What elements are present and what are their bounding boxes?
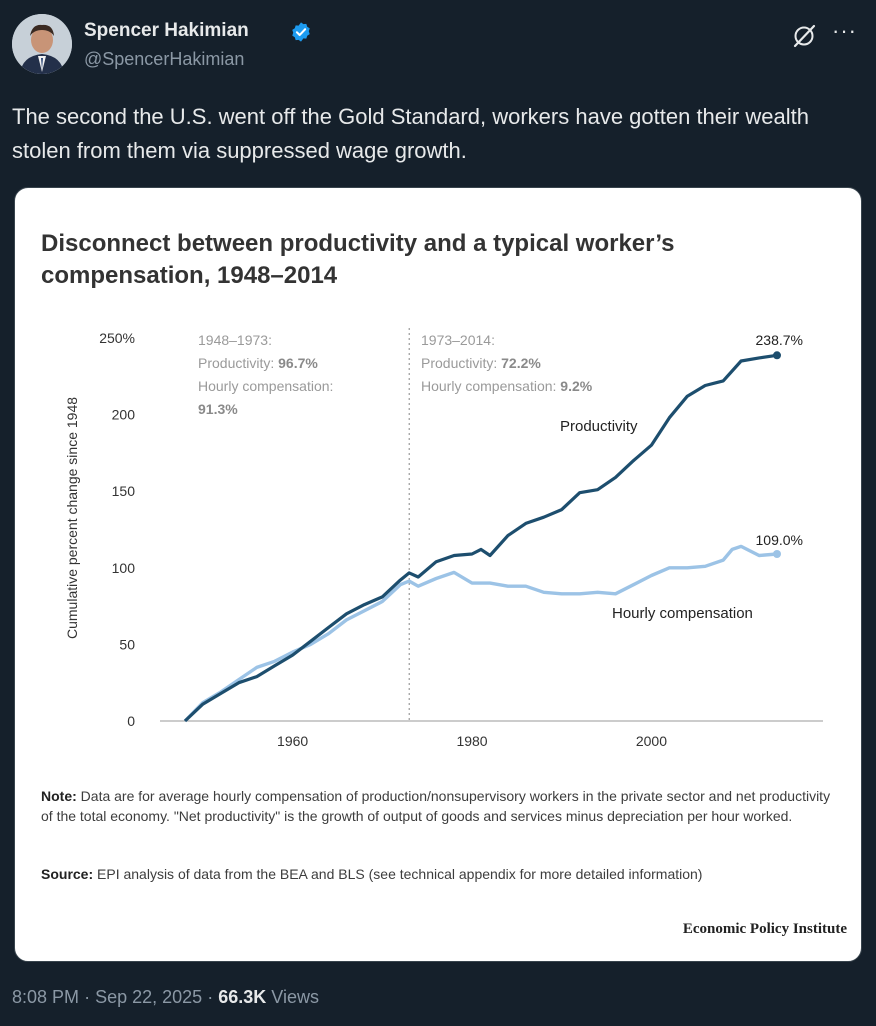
more-options-icon[interactable]: ···: [832, 18, 857, 43]
y-tick-label: 200: [112, 407, 136, 423]
chart-source: Source: EPI analysis of data from the BE…: [41, 866, 703, 882]
period1-compensation-label: Hourly compensation:: [198, 378, 333, 394]
y-tick-label: 100: [112, 560, 136, 576]
author-handle[interactable]: @SpencerHakimian: [84, 49, 245, 69]
period1-annotation: 1948–1973: Productivity: 96.7% Hourly co…: [198, 332, 333, 417]
y-axis-label: Cumulative percent change since 1948: [64, 397, 80, 639]
tweet-metadata: 8:08 PM · Sep 22, 2025 · 66.3K Views: [12, 987, 319, 1008]
tweet-time[interactable]: 8:08 PM: [12, 987, 80, 1007]
period2-productivity: Productivity: 72.2%: [421, 355, 541, 371]
period1-compensation-value: 91.3%: [198, 401, 238, 417]
productivity-end-label: 238.7%: [756, 332, 803, 348]
y-tick-label: 150: [112, 483, 136, 499]
period2-compensation: Hourly compensation: 9.2%: [421, 378, 593, 394]
x-tick-label: 2000: [636, 733, 667, 749]
compensation-line: [183, 544, 778, 723]
chart-note: Note: Data are for average hourly compen…: [41, 788, 831, 824]
tweet-date[interactable]: Sep 22, 2025: [95, 987, 203, 1007]
period1-productivity: Productivity: 96.7%: [198, 355, 318, 371]
period2-title: 1973–2014:: [421, 332, 495, 348]
separator: ·: [207, 987, 214, 1007]
chart-title: Disconnect between productivity and a ty…: [41, 230, 675, 289]
views-label: Views: [271, 987, 319, 1007]
y-tick-label: 0: [127, 713, 135, 729]
compensation-end-point: [773, 550, 781, 559]
y-tick-label: 250%: [99, 330, 135, 346]
avatar-image: [12, 14, 72, 74]
period2-annotation: 1973–2014: Productivity: 72.2% Hourly co…: [421, 332, 593, 394]
productivity-end-point: [773, 351, 781, 360]
tweet-media-image[interactable]: Disconnect between productivity and a ty…: [14, 187, 862, 962]
publisher-logo: Economic Policy Institute: [682, 921, 847, 937]
productivity-series-label: Productivity: [560, 418, 638, 435]
grok-icon[interactable]: [792, 22, 818, 48]
views-count: 66.3K: [218, 987, 267, 1007]
productivity-line: [183, 353, 778, 723]
verified-badge-icon: [292, 22, 310, 42]
author-name[interactable]: Spencer Hakimian: [84, 20, 249, 41]
x-tick-label: 1960: [277, 733, 308, 749]
compensation-end-label: 109.0%: [756, 532, 803, 548]
separator: ·: [84, 987, 91, 1007]
x-tick-label: 1980: [456, 733, 487, 749]
avatar[interactable]: [12, 14, 72, 74]
line-chart: Cumulative percent change since 1948 0 50…: [64, 328, 823, 749]
compensation-series-label: Hourly compensation: [612, 605, 753, 622]
tweet-text: The second the U.S. went off the Gold St…: [12, 104, 809, 163]
y-tick-label: 50: [119, 636, 135, 652]
period1-title: 1948–1973:: [198, 332, 272, 348]
